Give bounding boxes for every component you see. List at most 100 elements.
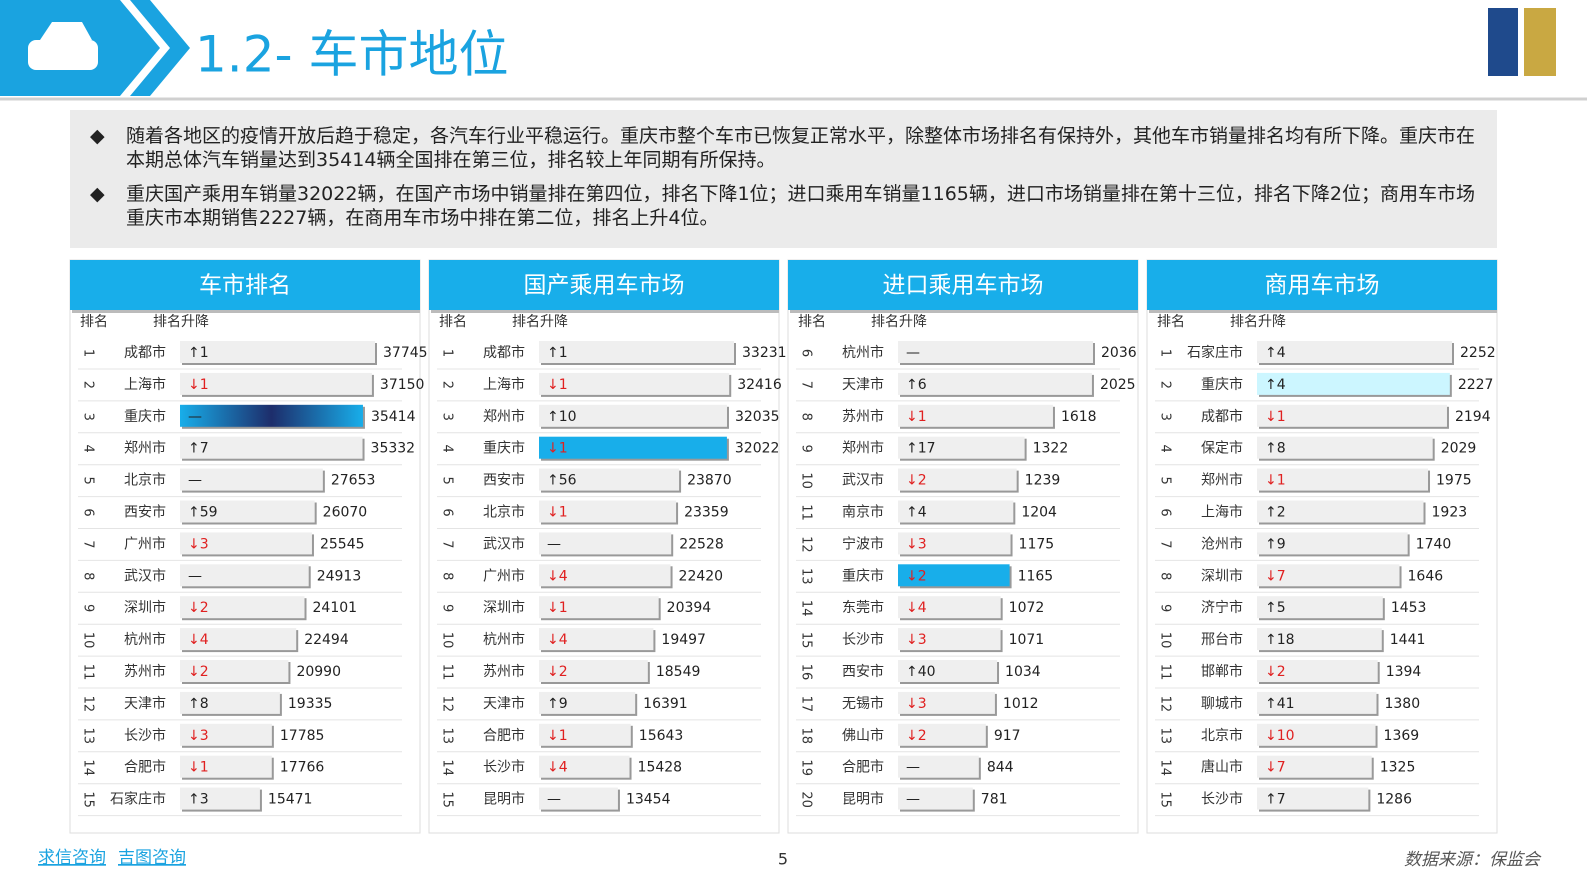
bar (539, 691, 636, 714)
change: ↓3 (906, 632, 927, 648)
value-label: 22420 (679, 568, 724, 584)
change: ↑59 (188, 505, 218, 521)
value-label: 15643 (639, 728, 684, 744)
city: 昆明市 (842, 791, 884, 808)
change: ↑5 (1265, 600, 1286, 616)
panel-header (70, 260, 420, 310)
rank: 4 (1158, 445, 1173, 453)
city: 深圳市 (124, 599, 166, 616)
city: 合肥市 (842, 759, 884, 776)
change: ↑9 (547, 696, 568, 712)
value-label: 15428 (638, 760, 683, 776)
value-label: 32022 (735, 441, 780, 457)
rank: 1 (440, 349, 455, 357)
bar (1257, 341, 1452, 363)
rank: 7 (799, 381, 814, 389)
change: ↓2 (906, 728, 927, 744)
city: 昆明市 (483, 791, 525, 808)
change: ↓1 (547, 441, 568, 457)
bar (898, 755, 979, 778)
panel-header-shadow (72, 310, 420, 313)
bullet-text: 随着各地区的疫情开放后趋于稳定，各汽车行业平稳运行。重庆市整个车市已恢复正常水平… (126, 125, 1476, 171)
bar (898, 723, 986, 746)
change: ↑7 (1265, 792, 1286, 808)
city: 济宁市 (1201, 599, 1243, 616)
rank: 12 (799, 536, 814, 553)
value-label: 1286 (1376, 792, 1412, 808)
bar (898, 691, 995, 714)
city: 无锡市 (842, 695, 884, 712)
value-label: 13454 (626, 792, 671, 808)
rank: 8 (799, 413, 814, 421)
change: ↓3 (906, 536, 927, 552)
rank: 5 (81, 476, 96, 484)
bar (539, 628, 654, 651)
change: ↓3 (188, 728, 209, 744)
city: 唐山市 (1201, 759, 1243, 776)
city: 石家庄市 (110, 791, 166, 808)
city: 佛山市 (842, 727, 884, 744)
header-bg (0, 0, 1587, 98)
city: 郑州市 (483, 408, 525, 425)
change: ↓2 (906, 568, 927, 584)
panel-title: 进口乘用车市场 (883, 273, 1044, 299)
footer-link[interactable]: 吉图咨询 (118, 848, 186, 868)
bar (898, 436, 1025, 459)
change: — (906, 760, 920, 776)
change: ↑18 (1265, 632, 1295, 648)
city: 石家庄市 (1187, 344, 1243, 361)
rank: 3 (1158, 413, 1173, 421)
city: 天津市 (842, 376, 884, 393)
change: ↑41 (1265, 696, 1295, 712)
rank: 10 (81, 632, 96, 649)
value-label: 1072 (1009, 600, 1045, 616)
city: 邯郸市 (1201, 663, 1243, 680)
change: — (547, 792, 561, 808)
change: — (188, 568, 202, 584)
rank: 4 (440, 445, 455, 453)
city: 重庆市 (483, 440, 525, 457)
city: 上海市 (1201, 504, 1243, 521)
city: 成都市 (483, 344, 525, 361)
bar (539, 564, 671, 587)
bar (180, 341, 375, 363)
change: ↓4 (188, 632, 209, 648)
city: 西安市 (483, 472, 525, 489)
bar (180, 468, 323, 491)
value-label: 2252 (1460, 345, 1496, 361)
bar (898, 628, 1001, 651)
value-label: 33231 (742, 345, 787, 361)
change: ↓3 (906, 696, 927, 712)
rank: 6 (81, 508, 96, 516)
col-header: 排名升降 (512, 314, 568, 330)
change: ↓7 (1265, 760, 1286, 776)
rank: 9 (440, 604, 455, 612)
value-label: 1034 (1005, 664, 1041, 680)
change: ↓1 (1265, 473, 1286, 489)
change: ↓1 (547, 505, 568, 521)
change: — (188, 473, 202, 489)
value-label: 1923 (1432, 505, 1468, 521)
bar (898, 468, 1017, 491)
bar (180, 660, 289, 682)
bar (539, 468, 680, 491)
change: ↓1 (906, 409, 927, 425)
value-label: 1165 (1018, 568, 1054, 584)
panel-title: 商用车市场 (1265, 273, 1380, 299)
city: 合肥市 (483, 727, 525, 744)
rank: 4 (81, 445, 96, 453)
change: ↑56 (547, 473, 577, 489)
city: 杭州市 (483, 631, 525, 648)
change: ↓1 (188, 760, 209, 776)
rank: 16 (799, 664, 814, 681)
footer-link[interactable]: 求信咨询 (38, 848, 106, 868)
city: 杭州市 (842, 344, 884, 361)
rank: 20 (799, 791, 814, 808)
city: 保定市 (1201, 440, 1243, 457)
city: 广州市 (483, 567, 525, 584)
value-label: 1239 (1025, 473, 1061, 489)
page-number: 5 (778, 850, 788, 869)
bar (180, 532, 312, 555)
city: 长沙市 (483, 759, 525, 776)
rank: 14 (440, 759, 455, 776)
